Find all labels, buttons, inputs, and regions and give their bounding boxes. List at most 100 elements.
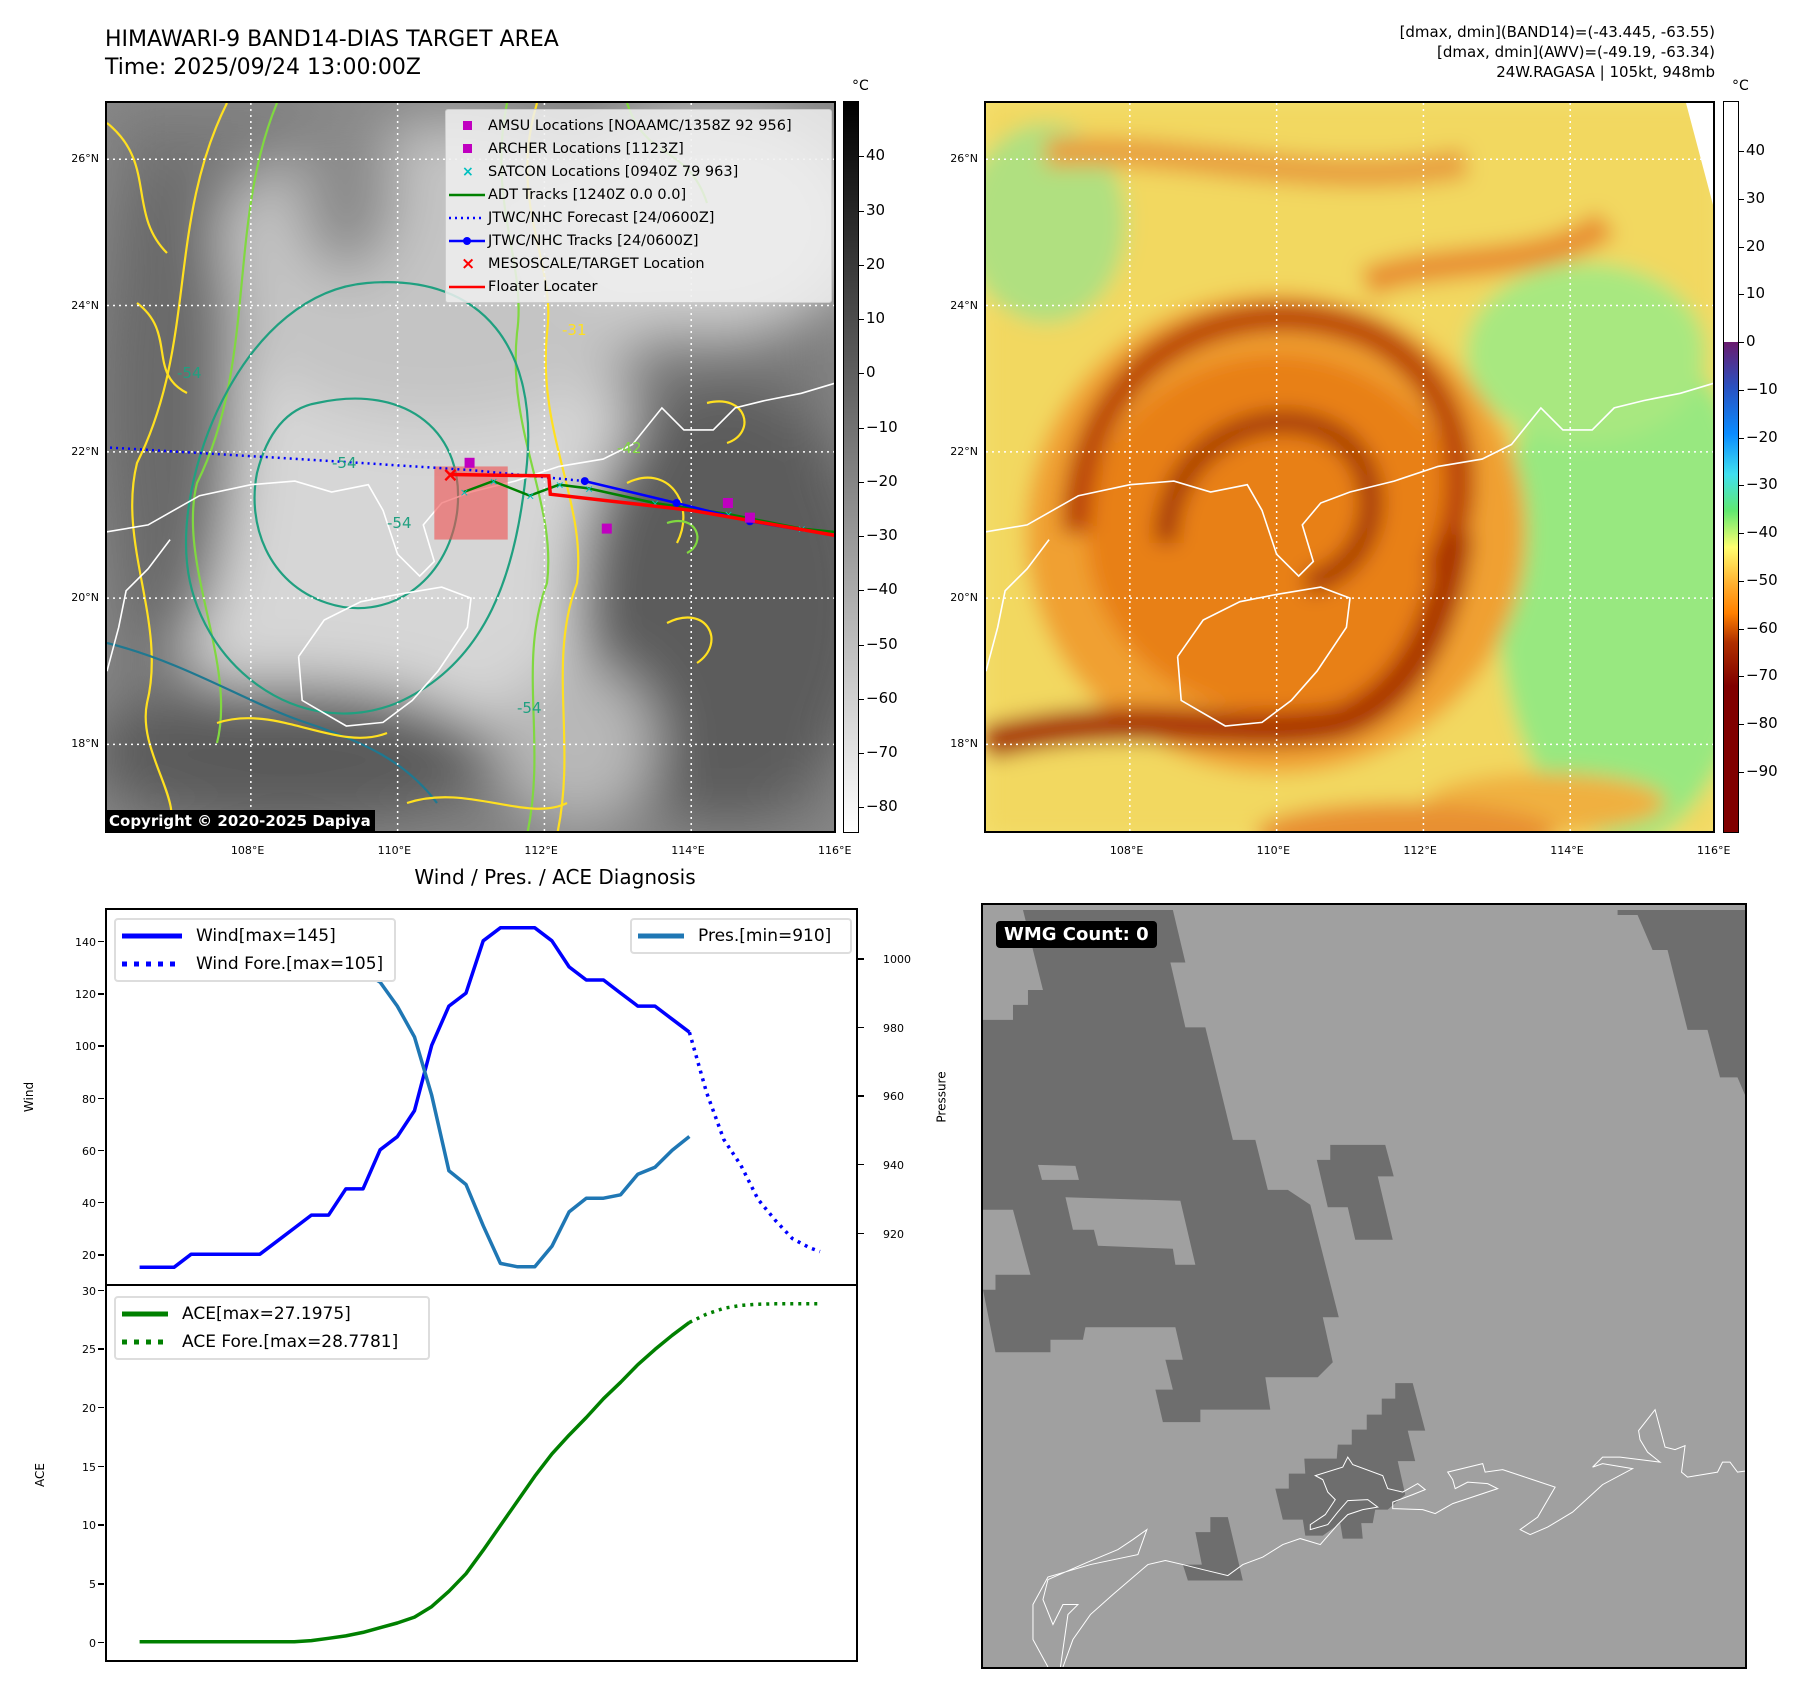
colorbar-tick-label: −40 <box>866 580 898 599</box>
coastline-segment <box>297 586 472 727</box>
y-tick-mark <box>98 1348 104 1350</box>
target-marker: × <box>442 462 459 486</box>
copyright-label: Copyright © 2020-2025 Dapiya <box>105 810 375 832</box>
cyan-x-marker-icon: × <box>446 162 488 182</box>
colorbar-tick-mark <box>859 807 864 809</box>
y-tick-label: 20 <box>82 1249 96 1263</box>
lat-tick-label: 26°N <box>950 152 978 166</box>
colorbar-tick-mark <box>1739 676 1744 678</box>
graticule <box>986 103 1713 831</box>
figure-title: HIMAWARI-9 BAND14-DIAS TARGET AREA Time:… <box>105 26 559 82</box>
y2-tick-mark <box>858 958 864 960</box>
colorbar-tick-label: −40 <box>1746 523 1778 542</box>
y-tick-label: 100 <box>75 1040 96 1054</box>
colorbar-tick-mark <box>859 481 864 483</box>
magenta-square-marker-icon <box>446 116 488 136</box>
lat-tick-label: 22°N <box>950 444 978 458</box>
colorbar-tick-label: −20 <box>1746 427 1778 446</box>
magenta-square-marker-icon <box>446 139 488 159</box>
lat-tick-label: 18°N <box>71 737 99 751</box>
colorbar-tick-label: −80 <box>1746 714 1778 733</box>
band14-range: [dmax, dmin](BAND14)=(-43.445, -63.55) <box>1399 23 1715 41</box>
y-tick-mark <box>98 1045 104 1047</box>
y-tick-mark <box>98 1583 104 1585</box>
jtwc-forecast-line <box>107 446 585 483</box>
awv-image <box>986 103 1713 831</box>
colorbar-tick-mark <box>859 210 864 212</box>
y-tick-label: 15 <box>82 1460 96 1474</box>
legend-label: Floater Locater <box>488 278 598 295</box>
y-tick-mark <box>98 993 104 995</box>
lat-tick-label: 24°N <box>950 298 978 312</box>
lat-tick-label: 20°N <box>71 591 99 605</box>
legend-label: AMSU Locations [NOAAMC/1358Z 92 956] <box>488 117 792 134</box>
colorbar-tick-mark <box>1739 389 1744 391</box>
lon-tick-label: 114°E <box>671 844 705 857</box>
y-tick-mark <box>98 1641 104 1644</box>
y-tick-label: 140 <box>75 935 96 949</box>
amsu-marker <box>601 523 612 534</box>
colorbar-tick-mark <box>1739 198 1744 200</box>
lon-tick-label: 110°E <box>1256 844 1291 857</box>
colorbar-tick-label: 40 <box>1746 141 1766 160</box>
band14-map: ×××××××××× -54 -54 -54 -31 -42 -54 AMSU … <box>105 101 836 833</box>
wmg-regions <box>983 909 1745 1581</box>
colorbar-band14 <box>843 101 859 833</box>
satcon-marker: × <box>651 497 660 510</box>
ace-axis-label: ACE <box>32 1463 47 1487</box>
lon-tick-label: 112°E <box>1403 844 1437 857</box>
satcon-marker: × <box>834 526 836 539</box>
colorbar-tick-mark <box>859 264 864 266</box>
lon-tick-label: 108°E <box>230 844 265 857</box>
legend-item: JTWC/NHC Tracks [24/0600Z] <box>446 229 831 252</box>
satcon-marker: × <box>526 490 535 503</box>
legend-ace: ACE[max=27.1975] <box>182 1304 351 1324</box>
amsu-marker <box>464 457 475 468</box>
contour-label: -54 <box>387 514 412 532</box>
legend-item: × SATCON Locations [0940Z 79 963] <box>446 160 831 183</box>
colorbar-tick-mark <box>859 590 864 592</box>
legend-label: SATCON Locations [0940Z 79 963] <box>488 163 739 180</box>
legend-label: ADT Tracks [1240Z 0.0 0.0] <box>488 186 687 203</box>
colorbar-tick-mark <box>859 644 864 646</box>
colorbar-tick-label: 30 <box>866 200 886 219</box>
colorbar-unit-left: °C <box>852 78 869 94</box>
colorbar-awv <box>1723 101 1739 833</box>
y-tick-label: 25 <box>82 1343 96 1357</box>
colorbar-tick-mark <box>1739 580 1744 582</box>
y-tick-mark <box>98 1149 104 1152</box>
lon-tick-label: 112°E <box>524 844 558 857</box>
jtwc-track-point <box>834 532 836 540</box>
colorbar-tick-label: −10 <box>1746 379 1778 398</box>
y-tick-mark <box>98 1524 104 1526</box>
wmg-clear-areas <box>983 1164 1196 1290</box>
colorbar-tick-mark <box>1739 628 1744 630</box>
colorbar-tick-label: −60 <box>866 688 898 707</box>
colorbar-tick-label: −70 <box>866 743 898 762</box>
y-tick-label: 0 <box>89 1636 96 1650</box>
y-tick-label: 60 <box>82 1144 96 1158</box>
legend-item: AMSU Locations [NOAAMC/1358Z 92 956] <box>446 114 831 137</box>
y-tick-label: 120 <box>75 988 96 1002</box>
colorbar-tick-label: 40 <box>866 146 886 165</box>
satcon-marker: × <box>584 482 593 495</box>
y-tick-mark <box>98 1254 104 1256</box>
y2-tick-label: 1000 <box>883 953 911 967</box>
satcon-marker: × <box>460 486 469 499</box>
green-line-icon <box>446 185 488 205</box>
y-tick-label: 30 <box>82 1284 96 1298</box>
colorbar-tick-label: −10 <box>866 417 898 436</box>
diagnosis-title: Wind / Pres. / ACE Diagnosis <box>414 865 696 889</box>
legend-label: JTWC/NHC Tracks [24/0600Z] <box>488 232 699 249</box>
series-line-wind <box>139 926 691 1270</box>
coastline-segment <box>107 539 171 672</box>
jtwc-track-point <box>580 477 589 486</box>
colorbar-tick-label: 10 <box>866 309 886 328</box>
coastline-segment <box>986 382 1713 578</box>
y-tick-mark <box>98 1289 104 1292</box>
y-tick-label: 5 <box>89 1578 96 1592</box>
series-line-ace-fore- <box>688 1302 820 1324</box>
y2-tick-mark <box>858 1232 864 1235</box>
colorbar-tick-mark <box>1739 342 1744 344</box>
wind-pressure-chart: Wind[max=145] Wind Fore.[max=105] Pres.[… <box>105 908 858 1286</box>
